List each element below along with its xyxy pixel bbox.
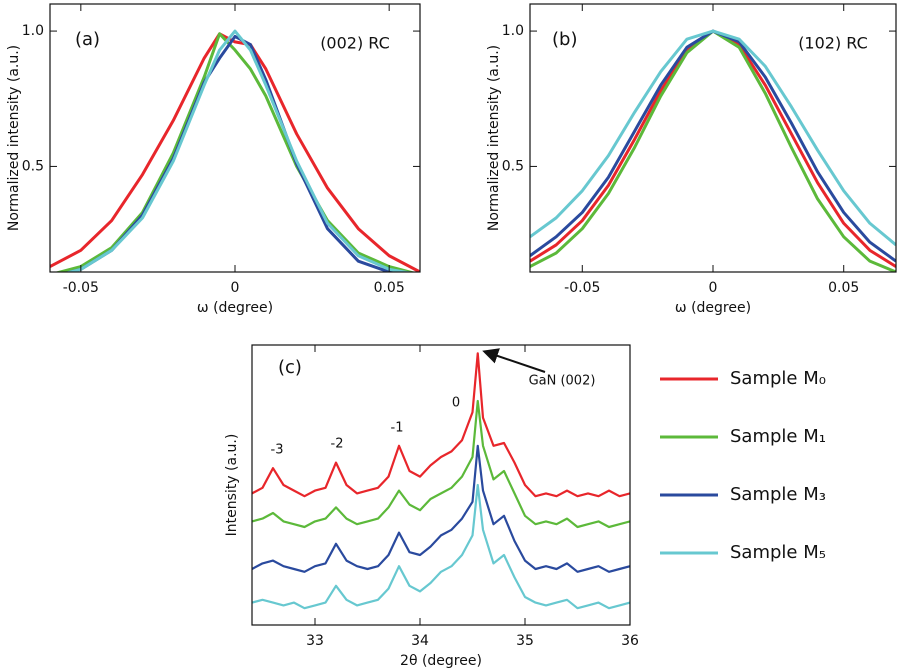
annotation: (002) RC (320, 34, 390, 53)
x-tick-label: 35 (516, 633, 534, 649)
y-axis-label: Intensity (a.u.) (224, 434, 240, 537)
annotation: (c) (278, 357, 302, 378)
y-tick-label: 0.5 (22, 158, 44, 174)
data-line (252, 399, 630, 529)
x-tick-label: -0.05 (564, 280, 600, 296)
x-tick-label: -0.05 (63, 280, 99, 296)
x-axis-label: ω (degree) (675, 300, 751, 316)
legend-label: Sample M₁ (730, 426, 826, 447)
legend-label: Sample M₃ (730, 484, 826, 505)
annotation: GaN (002) (529, 374, 596, 389)
x-tick-label: 0.05 (374, 280, 405, 296)
y-axis-label: Normalized intensity (a.u.) (486, 45, 502, 231)
data-line (252, 483, 630, 610)
legend-label: Sample M₀ (730, 368, 826, 389)
data-line (64, 34, 398, 272)
annotation: (a) (75, 29, 100, 50)
data-line (50, 32, 420, 272)
annotation: -3 (271, 443, 284, 458)
plot-frame (251, 344, 631, 626)
x-tick-label: 33 (306, 633, 324, 649)
x-tick-label: 36 (621, 633, 639, 649)
y-tick-label: 1.0 (502, 23, 524, 39)
y-tick-label: 1.0 (22, 23, 44, 39)
y-tick-label: 0.5 (502, 158, 524, 174)
annotation: (102) RC (798, 34, 868, 53)
data-line (54, 32, 416, 272)
data-line (252, 444, 630, 573)
y-axis-label: Normalized intensity (a.u.) (6, 45, 22, 231)
data-line (530, 29, 896, 272)
arrow (482, 348, 546, 373)
data-line (530, 29, 896, 247)
annotation: 0 (452, 396, 460, 411)
x-axis-label: ω (degree) (197, 300, 273, 316)
x-tick-label: 0 (231, 280, 240, 296)
annotation: -2 (331, 437, 344, 452)
x-tick-label: 34 (411, 633, 429, 649)
annotation: (b) (552, 29, 577, 50)
data-line (64, 29, 414, 272)
x-axis-label: 2θ (degree) (400, 653, 482, 669)
annotation: -1 (391, 421, 404, 436)
data-line (252, 352, 630, 498)
legend-label: Sample M₅ (730, 542, 826, 563)
x-tick-label: 0.05 (828, 280, 859, 296)
x-tick-label: 0 (709, 280, 718, 296)
